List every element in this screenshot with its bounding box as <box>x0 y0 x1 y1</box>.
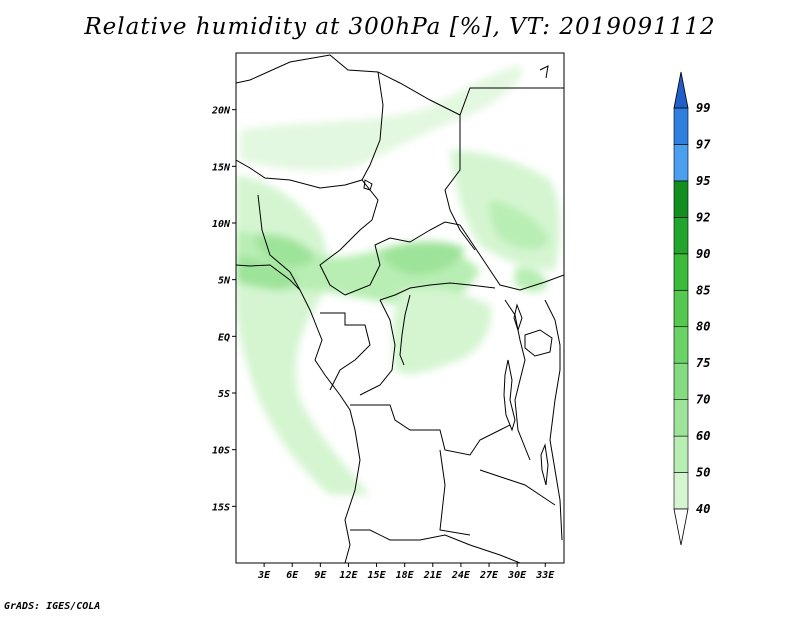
colorbar-label: 99 <box>696 101 710 115</box>
colorbar-label: 75 <box>696 356 710 370</box>
colorbar-label: 95 <box>696 174 710 188</box>
colorbar-label: 70 <box>696 393 710 407</box>
colorbar-label: 97 <box>696 137 711 151</box>
colorbar: 40 50 60 70 75 80 85 90 92 95 97 99 <box>673 71 711 546</box>
colorbar-label: 90 <box>696 247 710 261</box>
map-frame <box>235 52 565 564</box>
colorbar-box <box>673 289 689 328</box>
lon-label: 12E <box>339 570 358 581</box>
humidity-area-cameroon <box>255 234 315 267</box>
lon-label: 18E <box>396 570 415 581</box>
colorbar-box <box>673 472 689 510</box>
lon-label: 33E <box>535 570 555 581</box>
lon-label: 3E <box>257 570 271 581</box>
border-nigeria-cameroon <box>257 194 301 291</box>
colorbar-label: 85 <box>696 283 710 297</box>
colorbar-box <box>673 399 689 437</box>
lake-tanganyika <box>503 359 516 432</box>
colorbar-box <box>673 435 689 473</box>
lake-chad <box>363 179 373 191</box>
longitude-axis: 3E 6E 9E 12E 15E 18E 21E 24E 27E 30E 33E <box>257 563 555 581</box>
colorbar-label: 92 <box>696 210 710 224</box>
border-chad-car <box>319 219 373 296</box>
colorbar-box <box>673 180 689 218</box>
border-namibia <box>350 529 521 563</box>
lat-label: 5S <box>218 389 230 400</box>
lake-malawi <box>540 443 549 486</box>
border-congo-drc <box>359 299 396 396</box>
lat-label: 10S <box>212 446 230 457</box>
lat-label: 10N <box>212 219 231 230</box>
lon-label: 27E <box>479 570 499 581</box>
border-east-coast <box>544 299 563 541</box>
lat-label: 15N <box>212 162 231 173</box>
lon-label: 9E <box>314 570 327 581</box>
lake-albert <box>513 303 523 332</box>
coastline-west <box>236 264 361 563</box>
colorbar-min-arrow <box>673 508 689 546</box>
humidity-area-north <box>240 65 522 171</box>
border-cameroon-car <box>344 221 461 296</box>
colorbar-box <box>673 362 689 400</box>
colorbar-label: 60 <box>696 429 710 443</box>
lat-label: 5N <box>218 276 231 287</box>
lat-label: 15S <box>212 502 230 513</box>
lat-label: EQ <box>218 332 230 343</box>
colorbar-label: 40 <box>696 502 710 516</box>
humidity-shading <box>236 65 560 495</box>
latitude-axis: 20N 15N 10N 5N EQ 5S 10S 15S <box>211 106 236 513</box>
lon-label: 15E <box>368 570 387 581</box>
sinai-gulf <box>539 65 549 79</box>
border-zambia-east <box>479 469 556 506</box>
lon-label: 30E <box>507 570 527 581</box>
colorbar-box <box>673 253 689 291</box>
humidity-area-eastafrica <box>515 267 548 292</box>
lake-victoria <box>524 329 553 357</box>
river-congo <box>399 294 411 366</box>
border-congo-gabon <box>320 312 371 391</box>
colorbar-box <box>673 107 689 145</box>
colorbar-label: 80 <box>696 320 710 334</box>
grads-credit: GrADS: IGES/COLA <box>4 601 101 612</box>
border-car-drc <box>379 282 496 301</box>
colorbar-box <box>673 217 689 255</box>
border-niger-nigeria <box>236 159 379 221</box>
colorbar-max-arrow <box>673 71 689 109</box>
border-niger-chad <box>361 71 384 181</box>
lon-label: 6E <box>286 570 299 581</box>
border-chad-libya-sudan <box>444 115 476 251</box>
country-borders <box>236 54 564 563</box>
lat-label: 20N <box>211 106 231 117</box>
lon-label: 24E <box>451 570 471 581</box>
colorbar-label: 50 <box>696 466 710 480</box>
border-east-lakes <box>504 299 531 461</box>
border-drc-angola <box>350 404 511 456</box>
colorbar-box <box>673 326 689 364</box>
humidity-area-west-coast <box>236 175 370 495</box>
border-angola-zambia <box>439 449 471 536</box>
humidity-area-gulf <box>236 255 297 291</box>
lon-label: 21E <box>423 570 443 581</box>
humidity-area-car <box>380 241 465 275</box>
colorbar-box <box>673 144 689 182</box>
border-car-sudan <box>459 224 564 291</box>
humidity-area-sudan <box>489 200 550 250</box>
humidity-area-congo <box>392 288 491 375</box>
chart-title: Relative humidity at 300hPa [%], VT: 201… <box>84 14 716 40</box>
